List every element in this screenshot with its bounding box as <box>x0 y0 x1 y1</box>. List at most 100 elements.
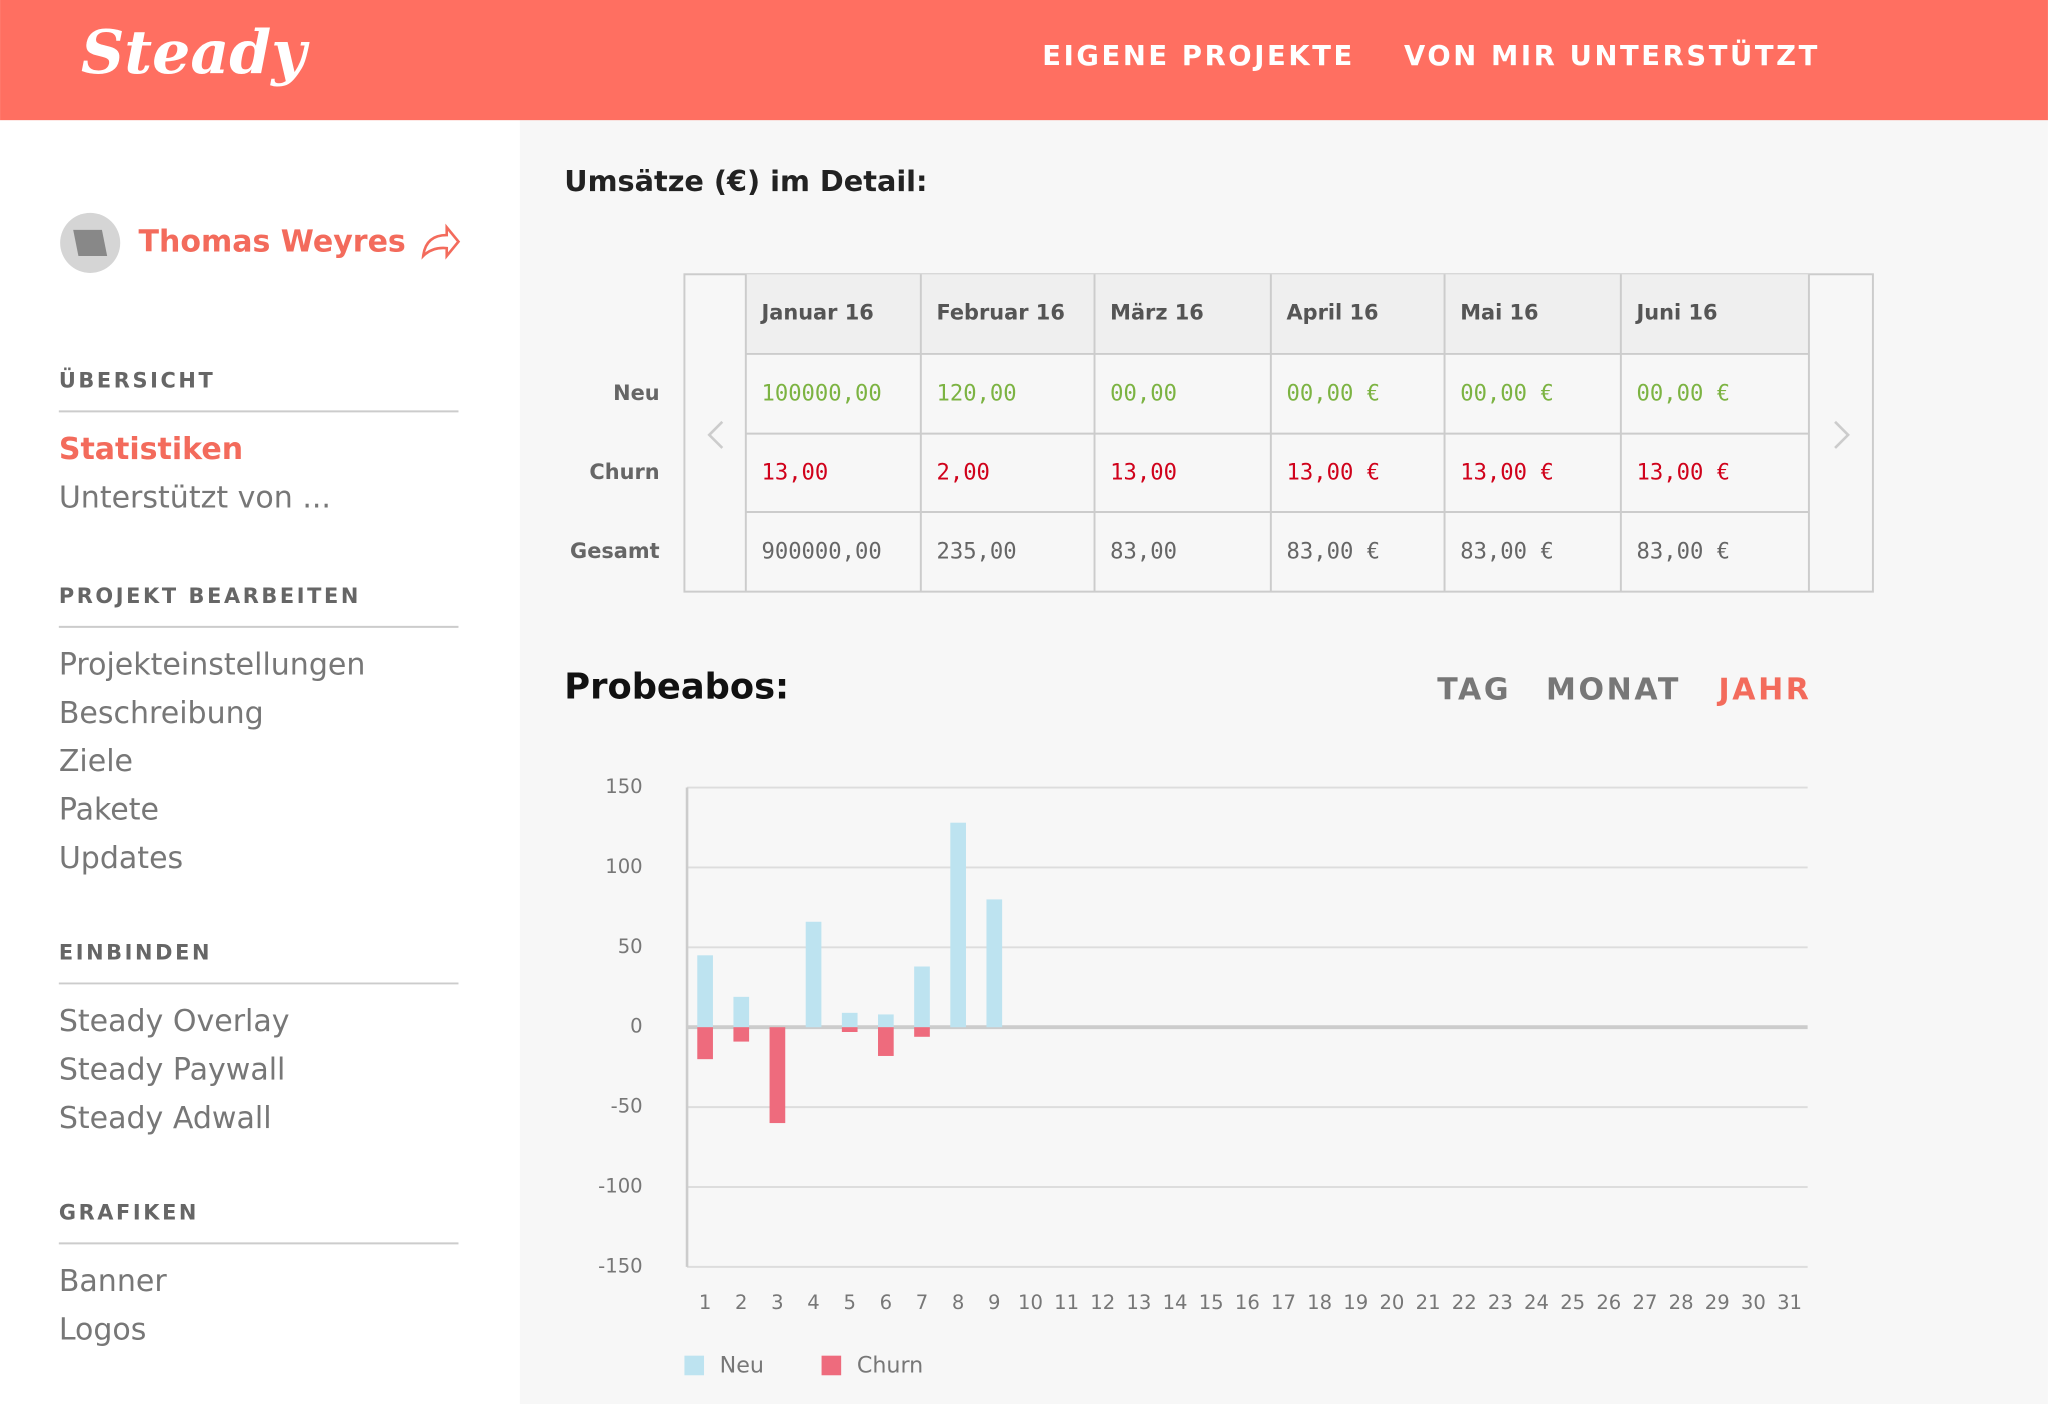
nav-item[interactable]: Pakete <box>59 793 159 828</box>
x-tick-label: 10 <box>1018 1291 1043 1314</box>
revenue-table: Januar 16 Februar 16 März 16 April 16 Mai 16… <box>570 273 1874 593</box>
nav-link[interactable]: VON MIR UNTERSTÜTZT <box>1404 39 1820 72</box>
x-tick-label: 20 <box>1379 1291 1404 1314</box>
x-tick-label: 19 <box>1343 1291 1368 1314</box>
bar <box>733 996 750 1028</box>
bar <box>841 1012 858 1028</box>
x-tick-label: 8 <box>952 1291 964 1314</box>
table-cell: 83,00 € <box>1287 538 1381 564</box>
nav-item[interactable]: Ziele <box>59 744 133 779</box>
nav-item[interactable]: Steady Adwall <box>59 1101 272 1136</box>
x-tick-label: 13 <box>1126 1291 1151 1314</box>
period-option[interactable]: TAG <box>1437 672 1511 707</box>
nav-item[interactable]: Steady Overlay <box>59 1004 290 1039</box>
column-header: Juni 16 <box>1635 300 1718 324</box>
table-cell: 13,00 <box>1110 459 1177 485</box>
column-header: April 16 <box>1287 300 1379 324</box>
x-tick-label: 6 <box>880 1291 892 1314</box>
period-option[interactable]: MONAT <box>1546 672 1681 707</box>
x-tick-label: 26 <box>1596 1291 1621 1314</box>
x-tick-label: 5 <box>843 1291 855 1314</box>
bar <box>986 899 1003 1028</box>
y-tick-label: 50 <box>618 935 643 958</box>
table-cell: 00,00 € <box>1460 380 1554 406</box>
bar <box>805 921 822 1028</box>
x-tick-label: 12 <box>1090 1291 1115 1314</box>
logo[interactable]: Steady <box>81 18 310 88</box>
table-cell: 83,00 € <box>1460 538 1554 564</box>
legend-swatch <box>821 1355 842 1376</box>
next-arrow[interactable] <box>1834 420 1850 449</box>
table-cell: 83,00 <box>1110 538 1177 564</box>
nav-item[interactable]: Logos <box>59 1312 147 1347</box>
row-label: Neu <box>613 381 660 405</box>
prev-arrow[interactable] <box>707 420 724 449</box>
section-heading: PROJEKT BEARBEITEN <box>59 584 361 608</box>
bar <box>841 1027 858 1032</box>
period-option[interactable]: JAHR <box>1716 672 1811 707</box>
x-tick-label: 23 <box>1488 1291 1513 1314</box>
x-tick-label: 7 <box>916 1291 928 1314</box>
bar <box>769 1027 786 1124</box>
table-cell: 100000,00 <box>761 380 881 406</box>
table-cell: 00,00 € <box>1287 380 1381 406</box>
nav-item[interactable]: Unterstützt von ... <box>59 480 331 515</box>
nav-item[interactable]: Steady Paywall <box>59 1052 286 1087</box>
column-header: März 16 <box>1110 300 1204 324</box>
sidebar-nav: ÜBERSICHT Statistiken Unterstützt von ... P… <box>59 367 459 1347</box>
nav-item[interactable]: Updates <box>59 841 183 876</box>
table-cell: 2,00 <box>936 459 989 485</box>
table-header-bg <box>745 274 1809 354</box>
x-tick-label: 31 <box>1777 1291 1802 1314</box>
share-icon[interactable] <box>421 223 461 260</box>
x-tick-label: 24 <box>1524 1291 1549 1314</box>
y-tick-label: 150 <box>605 775 642 798</box>
x-tick-label: 30 <box>1741 1291 1766 1314</box>
period-toggle: TAG MONAT JAHR <box>1437 672 1811 707</box>
x-tick-label: 15 <box>1199 1291 1224 1314</box>
nav-link[interactable]: EIGENE PROJEKTE <box>1042 41 1355 72</box>
table-cell: 900000,00 <box>761 538 881 564</box>
x-tick-label: 28 <box>1669 1291 1694 1314</box>
legend-label: Churn <box>857 1353 923 1379</box>
x-tick-label: 17 <box>1271 1291 1296 1314</box>
bar <box>697 955 713 1028</box>
bar <box>914 1027 930 1037</box>
x-tick-label: 25 <box>1560 1291 1585 1314</box>
nav-item[interactable]: Beschreibung <box>59 696 264 731</box>
table-cell: 120,00 <box>936 380 1016 406</box>
y-tick-label: 0 <box>630 1015 642 1038</box>
column-header: Januar 16 <box>759 300 873 324</box>
chart-title: Probeabos: <box>564 666 789 707</box>
x-tick-label: 9 <box>988 1291 1000 1314</box>
x-tick-label: 22 <box>1452 1291 1477 1314</box>
section-heading: EINBINDEN <box>59 940 212 964</box>
bar <box>697 1027 713 1060</box>
x-tick-label: 1 <box>699 1291 711 1314</box>
table-cell: 13,00 € <box>1287 459 1381 485</box>
y-tick-label: -100 <box>598 1174 642 1197</box>
nav-item[interactable]: Projekteinstellungen <box>59 648 366 683</box>
x-tick-label: 27 <box>1633 1291 1658 1314</box>
table-cell: 00,00 € <box>1637 380 1731 406</box>
x-tick-label: 14 <box>1163 1291 1188 1314</box>
table-cell: 00,00 <box>1110 380 1177 406</box>
x-tick-label: 11 <box>1054 1291 1079 1314</box>
nav-item[interactable]: Banner <box>59 1264 167 1299</box>
row-label: Gesamt <box>570 539 660 563</box>
user-name[interactable]: Thomas Weyres <box>139 224 406 259</box>
x-tick-label: 18 <box>1307 1291 1332 1314</box>
y-tick-label: -50 <box>611 1095 643 1118</box>
table-cell: 13,00 € <box>1460 459 1554 485</box>
x-tick-label: 21 <box>1416 1291 1441 1314</box>
bar <box>950 822 966 1028</box>
section-heading: ÜBERSICHT <box>59 367 216 392</box>
x-tick-label: 3 <box>771 1291 783 1314</box>
legend-swatch <box>684 1355 705 1376</box>
nav-item[interactable]: Statistiken <box>59 432 243 467</box>
y-tick-label: 100 <box>605 855 642 878</box>
y-tick-label: -150 <box>598 1254 642 1277</box>
